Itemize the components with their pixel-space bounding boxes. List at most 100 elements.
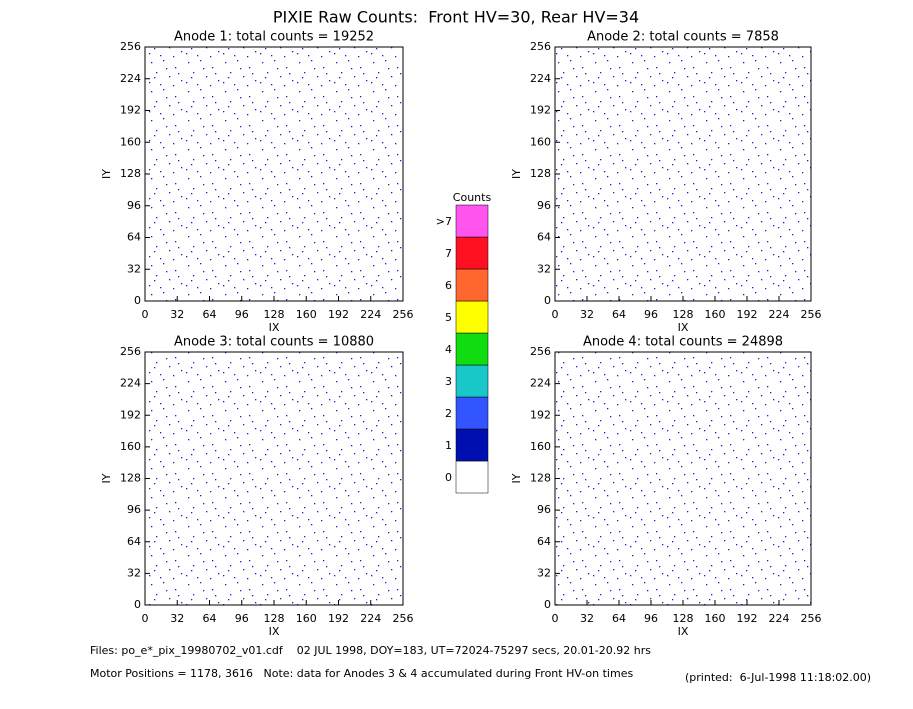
y-tick-label: 160 — [120, 440, 141, 453]
colorbar-label: 2 — [445, 407, 452, 420]
plot-area — [144, 46, 404, 302]
footer-files: Files: po_e*_pix_19980702_v01.cdf 02 JUL… — [90, 644, 651, 657]
colorbar-label: 5 — [445, 311, 452, 324]
x-axis-label: IX — [678, 625, 689, 638]
colorbar-swatch — [455, 204, 489, 238]
x-tick-label: 224 — [360, 612, 381, 625]
colorbar-label: 7 — [445, 247, 452, 260]
y-tick-label: 64 — [127, 535, 141, 548]
y-tick-label: 160 — [530, 135, 551, 148]
y-tick-label: 32 — [127, 262, 141, 275]
panel-title: Anode 1: total counts = 19252 — [174, 30, 374, 45]
y-tick-label: 64 — [537, 231, 551, 244]
y-tick-label: 64 — [127, 231, 141, 244]
colorbar-swatch — [455, 364, 489, 398]
y-tick-label: 256 — [530, 40, 551, 53]
colorbar-label: 3 — [445, 375, 452, 388]
y-tick-label: 256 — [120, 40, 141, 53]
colorbar-label: 0 — [445, 471, 452, 484]
colorbar-swatch — [455, 460, 489, 494]
y-tick-label: 0 — [544, 294, 551, 307]
y-tick-label: 128 — [530, 472, 551, 485]
colorbar-swatch — [455, 300, 489, 334]
x-tick-label: 96 — [235, 308, 249, 321]
y-axis-label: IY — [100, 169, 113, 179]
y-tick-label: 0 — [134, 598, 141, 611]
x-tick-label: 0 — [552, 612, 559, 625]
colorbar-swatch — [455, 268, 489, 302]
y-tick-label: 32 — [537, 566, 551, 579]
y-tick-label: 96 — [127, 503, 141, 516]
y-tick-label: 192 — [120, 104, 141, 117]
x-axis-label: IX — [269, 321, 280, 334]
y-tick-label: 160 — [120, 135, 141, 148]
colorbar-label: 4 — [445, 343, 452, 356]
colorbar-label: >7 — [436, 215, 452, 228]
plot-area — [554, 351, 812, 606]
x-tick-label: 0 — [142, 308, 149, 321]
x-tick-label: 224 — [769, 612, 790, 625]
x-tick-label: 192 — [328, 308, 349, 321]
panel-title: Anode 4: total counts = 24898 — [583, 335, 783, 350]
colorbar-label: 1 — [445, 439, 452, 452]
y-tick-label: 32 — [127, 566, 141, 579]
colorbar-swatch — [455, 428, 489, 462]
y-tick-label: 64 — [537, 535, 551, 548]
y-tick-label: 224 — [530, 72, 551, 85]
x-tick-label: 64 — [203, 308, 217, 321]
x-tick-label: 128 — [264, 612, 285, 625]
x-tick-label: 0 — [552, 308, 559, 321]
y-tick-label: 192 — [530, 408, 551, 421]
x-tick-label: 256 — [393, 308, 414, 321]
y-tick-label: 96 — [537, 503, 551, 516]
x-tick-label: 160 — [705, 612, 726, 625]
x-tick-label: 96 — [235, 612, 249, 625]
colorbar-title: Counts — [453, 191, 492, 204]
colorbar-swatch — [455, 332, 489, 366]
x-tick-label: 64 — [203, 612, 217, 625]
y-tick-label: 192 — [530, 104, 551, 117]
footer-printed: (printed: 6-Jul-1998 11:18:02.00) — [685, 671, 871, 684]
y-tick-label: 256 — [120, 345, 141, 358]
x-tick-label: 32 — [580, 612, 594, 625]
y-tick-label: 160 — [530, 440, 551, 453]
y-tick-label: 96 — [127, 199, 141, 212]
x-tick-label: 192 — [328, 612, 349, 625]
x-tick-label: 96 — [644, 612, 658, 625]
x-tick-label: 256 — [801, 308, 822, 321]
footer-motor: Motor Positions = 1178, 3616 Note: data … — [90, 667, 633, 680]
x-tick-label: 160 — [296, 308, 317, 321]
x-tick-label: 64 — [612, 308, 626, 321]
plot-area — [144, 351, 404, 606]
x-tick-label: 32 — [170, 308, 184, 321]
panel-title: Anode 3: total counts = 10880 — [174, 335, 374, 350]
x-tick-label: 224 — [360, 308, 381, 321]
x-tick-label: 0 — [142, 612, 149, 625]
y-tick-label: 96 — [537, 199, 551, 212]
y-tick-label: 32 — [537, 262, 551, 275]
x-axis-label: IX — [678, 321, 689, 334]
y-tick-label: 128 — [120, 472, 141, 485]
x-tick-label: 32 — [170, 612, 184, 625]
x-tick-label: 256 — [801, 612, 822, 625]
y-axis-label: IY — [510, 473, 523, 483]
x-tick-label: 224 — [769, 308, 790, 321]
y-tick-label: 128 — [530, 167, 551, 180]
y-tick-label: 224 — [530, 377, 551, 390]
y-tick-label: 224 — [120, 377, 141, 390]
x-tick-label: 96 — [644, 308, 658, 321]
x-tick-label: 128 — [673, 612, 694, 625]
y-tick-label: 128 — [120, 167, 141, 180]
x-tick-label: 64 — [612, 612, 626, 625]
y-tick-label: 0 — [134, 294, 141, 307]
y-tick-label: 224 — [120, 72, 141, 85]
plot-area — [554, 46, 812, 302]
x-tick-label: 192 — [737, 612, 758, 625]
x-tick-label: 32 — [580, 308, 594, 321]
x-tick-label: 128 — [264, 308, 285, 321]
x-tick-label: 192 — [737, 308, 758, 321]
x-tick-label: 160 — [705, 308, 726, 321]
x-tick-label: 256 — [393, 612, 414, 625]
x-tick-label: 160 — [296, 612, 317, 625]
